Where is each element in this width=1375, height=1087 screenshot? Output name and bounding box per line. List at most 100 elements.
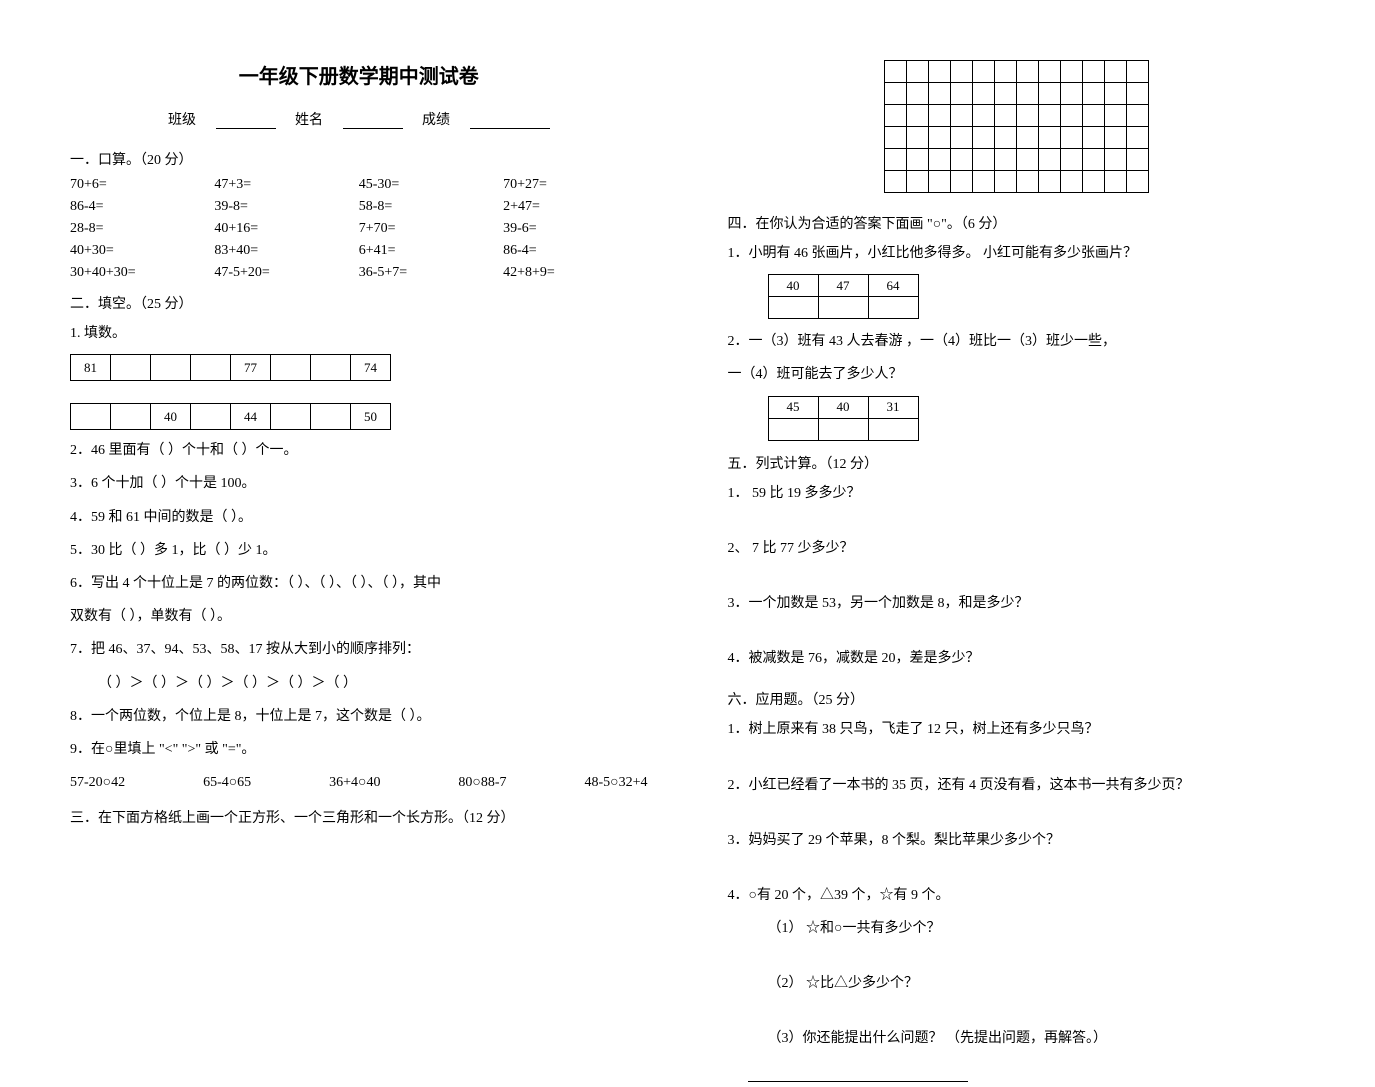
answer-blank	[818, 297, 868, 319]
compare-item: 36+4○40	[329, 770, 380, 795]
grid-cell	[928, 83, 950, 105]
grid-cell	[1060, 171, 1082, 193]
answer-option: 40	[818, 396, 868, 418]
answer-blank	[868, 297, 918, 319]
grid-cell	[994, 83, 1016, 105]
calc-row: 30+40+30=47-5+20=36-5+7=42+8+9=	[70, 265, 648, 281]
s6-q4-3: （3）你还能提出什么问题？ （先提出问题，再解答。）	[728, 1026, 1306, 1051]
grid-cell	[950, 83, 972, 105]
grid-cell	[884, 127, 906, 149]
num-cell: 77	[231, 355, 271, 381]
grid-cell	[1038, 127, 1060, 149]
grid-cell	[1126, 171, 1148, 193]
grid-cell	[884, 105, 906, 127]
grid-cell	[972, 127, 994, 149]
s2-q7a: 7．把 46、37、94、53、58、17 按从大到小的顺序排列：	[70, 637, 648, 662]
grid-cell	[1104, 105, 1126, 127]
grid-cell	[928, 171, 950, 193]
compare-item: 65-4○65	[203, 770, 251, 795]
grid-cell	[950, 127, 972, 149]
grid-cell	[884, 149, 906, 171]
s2-q5: 5．30 比（ ）多 1，比（ ）少 1。	[70, 538, 648, 563]
grid-cell	[1104, 171, 1126, 193]
class-blank	[216, 113, 276, 129]
s6-q1: 1．树上原来有 38 只鸟，飞走了 12 只，树上还有多少只鸟？	[728, 717, 1306, 742]
grid-cell	[1038, 61, 1060, 83]
grid-cell	[1126, 149, 1148, 171]
calc-item: 36-5+7=	[359, 265, 503, 281]
grid-cell	[906, 171, 928, 193]
grid-table	[884, 60, 1149, 193]
calc-item: 39-8=	[214, 199, 358, 215]
s2-q3: 3．6 个十加（ ）个十是 100。	[70, 471, 648, 496]
s4-q1: 1．小明有 46 张画片，小红比他多得多。 小红可能有多少张画片？	[728, 241, 1306, 266]
grid-cell	[906, 105, 928, 127]
s5-q2: 2、 7 比 77 少多少？	[728, 536, 1306, 561]
num-cell	[311, 404, 351, 430]
grid-cell	[972, 171, 994, 193]
grid-cell	[1082, 171, 1104, 193]
grid-cell	[950, 61, 972, 83]
grid-cell	[1104, 61, 1126, 83]
calc-row: 86-4=39-8=58-8=2+47=	[70, 199, 648, 215]
name-label: 姓名	[295, 113, 323, 128]
grid-cell	[1104, 127, 1126, 149]
num-cell	[191, 404, 231, 430]
s2-q4: 4．59 和 61 中间的数是（ ）。	[70, 505, 648, 530]
question-blank	[748, 1066, 968, 1082]
grid-cell	[884, 61, 906, 83]
name-blank	[343, 113, 403, 129]
grid-cell	[972, 105, 994, 127]
calc-item: 28-8=	[70, 221, 214, 237]
s1-title: 一．口算。（20 分）	[70, 149, 648, 169]
s2-q2: 2．46 里面有（ ）个十和（ ）个一。	[70, 438, 648, 463]
grid-cell	[994, 149, 1016, 171]
s2-q1-label: 1. 填数。	[70, 321, 648, 346]
grid-cell	[1038, 83, 1060, 105]
answer-table-2: 454031	[768, 396, 919, 441]
calc-item: 45-30=	[359, 177, 503, 193]
page-title: 一年级下册数学期中测试卷	[70, 60, 648, 89]
grid-cell	[1126, 61, 1148, 83]
grid-cell	[1016, 149, 1038, 171]
calc-item: 70+6=	[70, 177, 214, 193]
s6-q2: 2．小红已经看了一本书的 35 页，还有 4 页没有看，这本书一共有多少页？	[728, 773, 1306, 798]
s5-title: 五．列式计算。（12 分）	[728, 453, 1306, 473]
s2-title: 二．填空。（25 分）	[70, 293, 648, 313]
grid-cell	[1104, 149, 1126, 171]
num-cell: 50	[351, 404, 391, 430]
num-table-2: 404450	[70, 403, 391, 430]
header-line: 班级 姓名 成绩	[70, 109, 648, 129]
grid-cell	[1060, 149, 1082, 171]
calc-item: 6+41=	[359, 243, 503, 259]
class-label: 班级	[168, 113, 196, 128]
grid-cell	[1016, 61, 1038, 83]
answer-option: 47	[818, 275, 868, 297]
calc-item: 70+27=	[503, 177, 647, 193]
grid-cell	[928, 149, 950, 171]
compare-item: 48-5○32+4	[584, 770, 647, 795]
s2-q9b: 57-20○4265-4○6536+4○4080○88-748-5○32+4	[70, 770, 648, 795]
grid-cell	[950, 149, 972, 171]
right-column: 四．在你认为合适的答案下面画 "○"。（6 分） 1．小明有 46 张画片，小红…	[688, 60, 1346, 990]
grid-cell	[928, 105, 950, 127]
grid-cell	[1060, 127, 1082, 149]
s6-q3: 3．妈妈买了 29 个苹果，8 个梨。梨比苹果少多少个？	[728, 828, 1306, 853]
answer-option: 64	[868, 275, 918, 297]
calc-item: 47-5+20=	[214, 265, 358, 281]
calc-row: 70+6=47+3=45-30=70+27=	[70, 177, 648, 193]
grid-cell	[1104, 83, 1126, 105]
calc-item: 39-6=	[503, 221, 647, 237]
num-cell	[311, 355, 351, 381]
calc-item: 58-8=	[359, 199, 503, 215]
grid-cell	[994, 127, 1016, 149]
grid-cell	[1016, 105, 1038, 127]
num-cell: 74	[351, 355, 391, 381]
s2-q6a: 6．写出 4 个十位上是 7 的两位数：（ ）、（ ）、（ ）、（ ），其中	[70, 571, 648, 596]
score-label: 成绩	[422, 113, 450, 128]
num-cell	[71, 404, 111, 430]
grid-cell	[1082, 149, 1104, 171]
num-cell: 81	[71, 355, 111, 381]
s2-q6b: 双数有（ ），单数有（ ）。	[70, 604, 648, 629]
grid-cell	[1038, 105, 1060, 127]
